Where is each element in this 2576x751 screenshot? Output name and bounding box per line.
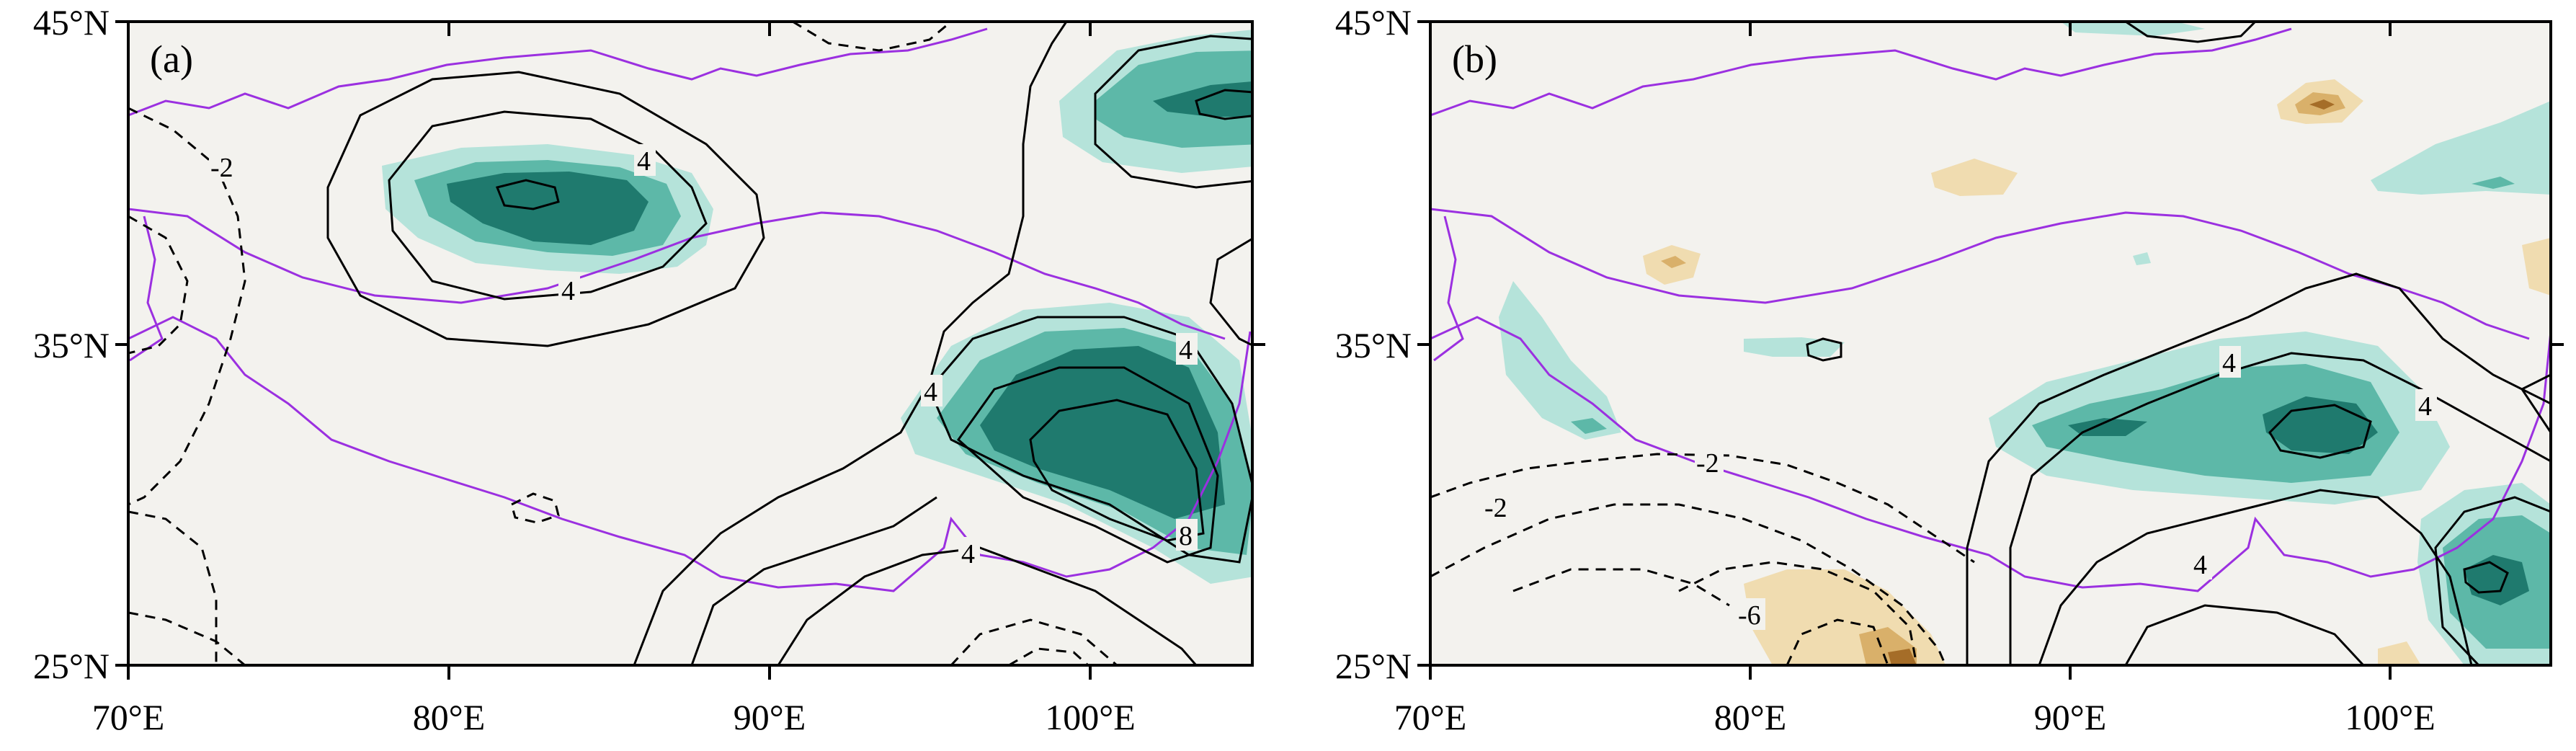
panel-b-contour-top [2125,22,2257,43]
panel-a-ytick-25: 25°N [33,646,110,686]
panel-b-shade-east-mid [2032,364,2399,483]
panel-b-contour-label-5: 4 [2418,391,2432,422]
panel-b-ticks [1252,20,2564,680]
panel-a-contour-nw-4 [388,110,708,301]
panel-b-contour-label-6: 4 [2193,550,2207,580]
panel-a-map-content [128,22,1252,665]
panel-b-contour-se-lower [2124,604,2365,665]
panel-a-xtick-100: 100°E [1045,697,1136,737]
panel-a-contour-neg-top [792,22,952,52]
panel-a-contour-neg-se-2 [1008,647,1089,665]
panel-a-contour-neg-sw-2 [128,611,246,665]
panel-a-boundary-north [128,27,988,117]
panel-a-label: (a) [150,37,193,81]
panel-a-contour-label-1: -2 [210,153,233,183]
panel-a-contour-neg-west-2 [128,215,189,355]
panel-a-contour-se-lower [777,546,1198,665]
panel-a-boundary-west [129,215,164,362]
panel-a-contour-se-4 [928,316,1252,564]
panel-b-contour-neg-5 [1512,568,1730,607]
panel-b-shade-mid-small [1744,337,1845,357]
panel-a-contour-nw-inner [495,179,560,210]
panel-b-ytick-25: 25°N [1335,646,1412,686]
panel-a-xtick-90: 90°E [734,697,806,737]
panel-b-map-content [1430,22,2551,665]
panel-a-contour-label-7: 4 [961,539,975,569]
panel-a-xtick-80: 80°E [413,697,486,737]
panel-a-contour-labels: -2 4 4 4 4 8 4 [209,144,1198,569]
panel-a-contour-label-3: 4 [561,276,575,306]
panel-a-boundary-plateau [128,316,1252,592]
panel-b-shade-brown-w-mid [1661,256,1686,268]
panel-a-contour-neg-west [128,107,246,506]
panel-b-shade-brown-c [1931,159,2018,196]
panel-a-contour-se-6 [956,366,1219,564]
panel-a-contour-ne-ring [1094,35,1252,189]
panel-b-contour-se-ring [2434,496,2551,665]
panel-b: -2 -2 -6 4 4 4 (b) [1252,2,2564,737]
panel-b-shade-brown-e [2522,238,2551,295]
panel-a-contour-east-ridge [633,22,1068,665]
panel-a: -2 4 4 4 4 8 4 (a) [33,2,1254,737]
panel-a-contour-label-6: 8 [1179,521,1193,551]
panel-b-contour-label-1: -2 [1696,448,1719,479]
panel-b-contour-east-edge [2520,373,2551,433]
panel-a-contour-nw-outer [326,71,765,347]
panel-b-boundary-west [1433,215,1464,362]
panel-b-ytick-45: 45°N [1335,2,1412,43]
panel-b-xtick-90: 90°E [2034,697,2107,737]
panel-b-contour-4-outer [1966,272,2551,665]
panel-b-y-tick-labels: 45°N 35°N 25°N [1335,2,1412,686]
panel-a-boundary-tarim [128,208,1226,340]
panel-b-shade-ne-mid [2472,177,2515,189]
panel-b-label: (b) [1452,37,1497,81]
panel-a-contour-label-5: 4 [1179,335,1193,365]
panel-b-contour-neg-1 [1430,453,1975,564]
panel-b-shade-dot-1 [2133,252,2151,265]
panel-a-ticks [115,20,1092,680]
panel-b-contour-neg-4 [1786,618,1889,665]
panel-b-shade-west-light [1499,281,1621,440]
panel-a-contour-neg-sw [128,510,218,665]
panel-b-xtick-100: 100°E [2345,697,2435,737]
panel-b-contour-label-3: -6 [1738,600,1761,631]
panel-a-contour-east-ridge-2 [690,496,937,665]
panel-a-xtick-70: 70°E [92,697,165,737]
panel-b-shade-east-dark-1 [2068,418,2147,436]
panel-b-contour-neg-2 [1430,503,1947,665]
panel-b-shade-top [2061,22,2205,36]
panel-b-contour-small [1806,337,1842,362]
panel-b-contour-labels: -2 -2 -6 4 4 4 [1483,346,2437,631]
panel-b-shade-brown-s-dark [1888,649,1917,665]
panel-b-contour-ridge [2038,489,2473,665]
panel-a-contour-neg-se [950,618,1118,665]
panel-a-x-tick-labels: 70°E 80°E 90°E 100°E [92,697,1136,737]
panel-a-contour-east-edge [1209,237,1252,347]
panel-a-y-tick-labels: 45°N 35°N 25°N [33,2,110,686]
panel-b-xtick-80: 80°E [1714,697,1787,737]
panel-a-contour-ne-inner [1195,89,1252,120]
panel-b-boundary-north [1430,27,2292,117]
panel-b-shade-ne-light [2371,101,2551,195]
panel-b-shade-brown-se [2378,641,2421,665]
panel-b-x-tick-labels: 70°E 80°E 90°E 100°E [1394,697,2435,737]
panel-a-ytick-45: 45°N [33,2,110,43]
panel-b-shade-brown-n-dark [2309,99,2335,110]
panel-a-ytick-35: 35°N [33,325,110,365]
panel-b-boundary-plateau [1430,316,2551,592]
panel-a-contour-label-2: 4 [637,146,651,177]
panel-b-contour-se-inner [2463,561,2509,594]
panel-b-xtick-70: 70°E [1394,697,1467,737]
panel-a-contour-label-4: 4 [924,377,937,407]
panel-a-contour-se-8 [1029,399,1205,542]
panel-b-contour-label-4: 4 [2222,348,2236,378]
panel-b-contour-label-2: -2 [1484,493,1507,523]
panel-b-contour-east-max [2268,404,2372,459]
panel-b-shade-west-mid [1571,418,1607,434]
panel-a-contour-neg-small [510,492,560,524]
panel-b-ytick-35: 35°N [1335,325,1412,365]
